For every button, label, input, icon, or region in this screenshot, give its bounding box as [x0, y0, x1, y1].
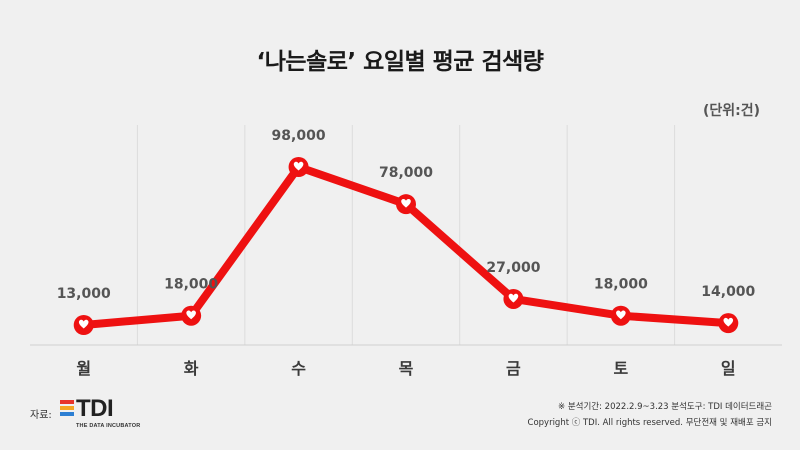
data-point	[181, 305, 202, 326]
x-tick-label: 화	[184, 359, 199, 378]
data-label: 27,000	[486, 260, 540, 276]
heart-icon	[186, 310, 196, 320]
x-tick-label: 토	[613, 359, 628, 378]
data-point	[718, 313, 739, 334]
x-tick-label: 월	[76, 359, 91, 378]
logo-subtitle: THE DATA INCUBATOR	[76, 423, 141, 429]
data-point	[288, 157, 309, 177]
copyright-note: Copyright ⓒ TDI. All rights reserved. 무단…	[527, 418, 772, 428]
data-label: 78,000	[379, 165, 433, 181]
data-label: 18,000	[594, 277, 648, 293]
x-tick-label: 수	[291, 359, 306, 378]
data-label: 14,000	[701, 284, 755, 300]
data-point	[503, 288, 524, 309]
logo-text: TDI	[76, 395, 114, 422]
heart-icon	[78, 319, 89, 329]
data-point	[610, 305, 631, 326]
chart-title: ‘나는솔로’ 요일별 평균 검색량	[256, 49, 544, 75]
tdi-logo: TDI THE DATA INCUBATOR	[60, 395, 150, 434]
x-tick-label: 금	[506, 359, 521, 378]
data-point	[73, 315, 94, 335]
heart-icon	[508, 293, 519, 303]
heart-icon	[616, 310, 626, 320]
tdi-logo-mark	[60, 400, 74, 416]
x-tick-label: 목	[399, 359, 414, 378]
heart-icon	[723, 317, 734, 327]
heart-icon	[293, 161, 304, 171]
analysis-note: ※ 분석기간: 2022.2.9~3.23 분석도구: TDI 데이터드래곤	[558, 402, 772, 412]
x-tick-label: 일	[721, 359, 736, 378]
heart-icon	[401, 198, 411, 208]
source-label: 자료:	[30, 410, 52, 421]
data-label: 18,000	[164, 277, 218, 293]
series-line	[79, 163, 733, 329]
data-point	[396, 194, 416, 215]
data-label: 13,000	[57, 286, 111, 302]
unit-label: (단위:건)	[702, 103, 760, 119]
data-label: 98,000	[272, 128, 326, 144]
